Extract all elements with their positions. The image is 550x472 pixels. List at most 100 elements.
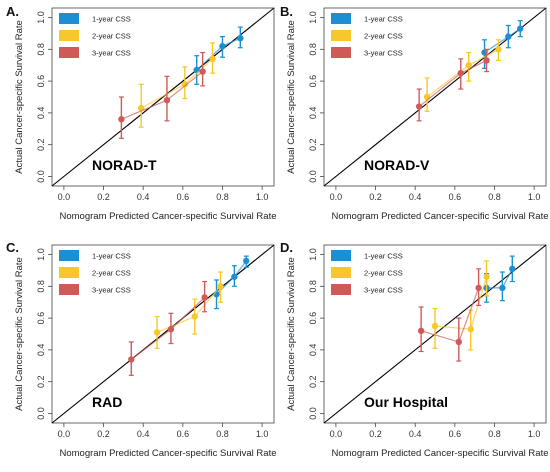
x-tick-label: 0.4 — [137, 192, 150, 202]
y-tick-label: 0.2 — [36, 375, 46, 388]
y-tick-label: 0.0 — [36, 170, 46, 183]
x-tick-label: 0.6 — [177, 429, 190, 439]
data-point — [465, 62, 472, 69]
panel-c: C. 0.0 0.0 0.2 0.2 0.4 0.4 0.6 0.6 0.8 0.8 1.0 1.0 No… — [6, 240, 277, 459]
x-axis-label: Nomogram Predicted Cancer-specific Survi… — [60, 448, 277, 459]
legend-label: 2-year CSS — [364, 269, 403, 278]
y-axis-label: Actual Cancer-specific Survival Rate — [14, 20, 25, 174]
data-point — [457, 69, 464, 77]
y-tick-label: 0.6 — [36, 75, 46, 88]
x-tick-label: 0.4 — [137, 429, 150, 439]
x-tick-label: 0.6 — [177, 192, 190, 202]
data-point — [495, 46, 502, 53]
series-3-year-css — [417, 268, 482, 362]
legend-swatch — [331, 250, 351, 261]
series-1-year-css — [481, 20, 524, 69]
y-axis-label: Actual Cancer-specific Survival Rate — [14, 257, 25, 411]
ideal-diagonal-line — [51, 244, 275, 424]
legend-label: 2-year CSS — [92, 32, 131, 41]
x-tick-label: 0.0 — [58, 192, 71, 202]
data-point — [455, 338, 462, 346]
legend-label: 3-year CSS — [92, 49, 131, 58]
plot-frame — [51, 244, 275, 424]
y-tick-label: 0.4 — [308, 344, 318, 357]
dataset-name: NORAD-T — [92, 157, 157, 173]
data-point — [243, 257, 250, 265]
panel-letter: A. — [6, 4, 19, 19]
legend-label: 1-year CSS — [364, 15, 403, 24]
series-line — [156, 285, 221, 333]
series-line — [484, 28, 521, 53]
series-line — [418, 59, 487, 108]
series-1-year-css — [213, 255, 250, 310]
ideal-diagonal-line — [51, 7, 275, 187]
data-point — [509, 265, 516, 273]
dataset-name: NORAD-V — [364, 157, 430, 173]
x-tick-label: 0.8 — [488, 192, 501, 202]
x-tick-label: 0.0 — [330, 192, 343, 202]
x-tick-label: 0.2 — [369, 429, 382, 439]
y-tick-label: 0.8 — [308, 43, 318, 56]
series-3-year-css — [118, 51, 206, 139]
legend-label: 3-year CSS — [364, 286, 403, 295]
data-point — [505, 33, 512, 40]
panel-a: A. 0.0 0.0 0.2 0.2 0.4 0.4 0.6 0.6 0.8 0.8 1.0 1.0 No… — [6, 4, 277, 222]
data-point — [475, 284, 482, 292]
y-tick-label: 1.0 — [308, 248, 318, 261]
plot-frame — [51, 7, 275, 187]
data-point — [517, 25, 524, 32]
x-tick-label: 0.8 — [216, 192, 229, 202]
legend-swatch — [59, 47, 79, 58]
y-tick-label: 0.4 — [36, 344, 46, 357]
legend-swatch — [331, 13, 351, 24]
y-tick-label: 0.0 — [308, 407, 318, 420]
data-point — [237, 34, 244, 42]
y-tick-label: 0.8 — [308, 280, 318, 293]
legend-swatch — [59, 13, 79, 24]
legend-swatch — [59, 250, 79, 261]
y-tick-label: 0.2 — [36, 138, 46, 151]
data-point — [483, 273, 490, 280]
data-point — [128, 356, 135, 363]
series-line — [486, 268, 513, 289]
panel-d: D. 0.0 0.0 0.2 0.2 0.4 0.4 0.6 0.6 0.8 0.8 1.0 1.0 No… — [280, 240, 549, 459]
data-point — [181, 81, 189, 88]
legend-label: 1-year CSS — [364, 252, 403, 261]
x-tick-label: 0.8 — [216, 429, 229, 439]
data-point — [193, 66, 200, 74]
y-tick-label: 1.0 — [36, 248, 46, 261]
x-tick-label: 1.0 — [256, 192, 269, 202]
y-tick-label: 0.4 — [36, 107, 46, 120]
y-tick-label: 0.0 — [308, 170, 318, 183]
panel-b: B. 0.0 0.0 0.2 0.2 0.4 0.4 0.6 0.6 0.8 0.8 1.0 1.0 No… — [280, 4, 549, 222]
x-tick-label: 1.0 — [256, 429, 269, 439]
data-point — [163, 96, 171, 104]
x-axis-label: Nomogram Predicted Cancer-specific Survi… — [332, 211, 549, 222]
legend-swatch — [59, 267, 79, 278]
data-point — [118, 116, 125, 123]
dataset-name: RAD — [92, 394, 122, 410]
y-tick-label: 0.8 — [36, 43, 46, 56]
x-axis-label: Nomogram Predicted Cancer-specific Survi… — [332, 448, 549, 459]
legend-swatch — [331, 284, 351, 295]
data-point — [499, 284, 506, 292]
series-3-year-css — [128, 280, 208, 376]
legend-label: 2-year CSS — [92, 269, 131, 278]
data-point — [201, 294, 208, 301]
panel-letter: C. — [6, 240, 19, 255]
series-3-year-css — [415, 48, 490, 122]
y-tick-label: 0.2 — [308, 138, 318, 151]
x-tick-label: 0.8 — [488, 429, 501, 439]
legend-label: 3-year CSS — [364, 49, 403, 58]
y-tick-label: 1.0 — [36, 11, 46, 24]
legend-label: 1-year CSS — [92, 15, 131, 24]
legend-label: 1-year CSS — [92, 252, 131, 261]
x-tick-label: 1.0 — [528, 429, 541, 439]
data-point — [431, 322, 439, 330]
legend-label: 2-year CSS — [364, 32, 403, 41]
x-tick-label: 0.2 — [97, 192, 110, 202]
ideal-diagonal-line — [323, 7, 547, 187]
y-tick-label: 1.0 — [308, 11, 318, 24]
series-2-year-css — [137, 42, 216, 128]
